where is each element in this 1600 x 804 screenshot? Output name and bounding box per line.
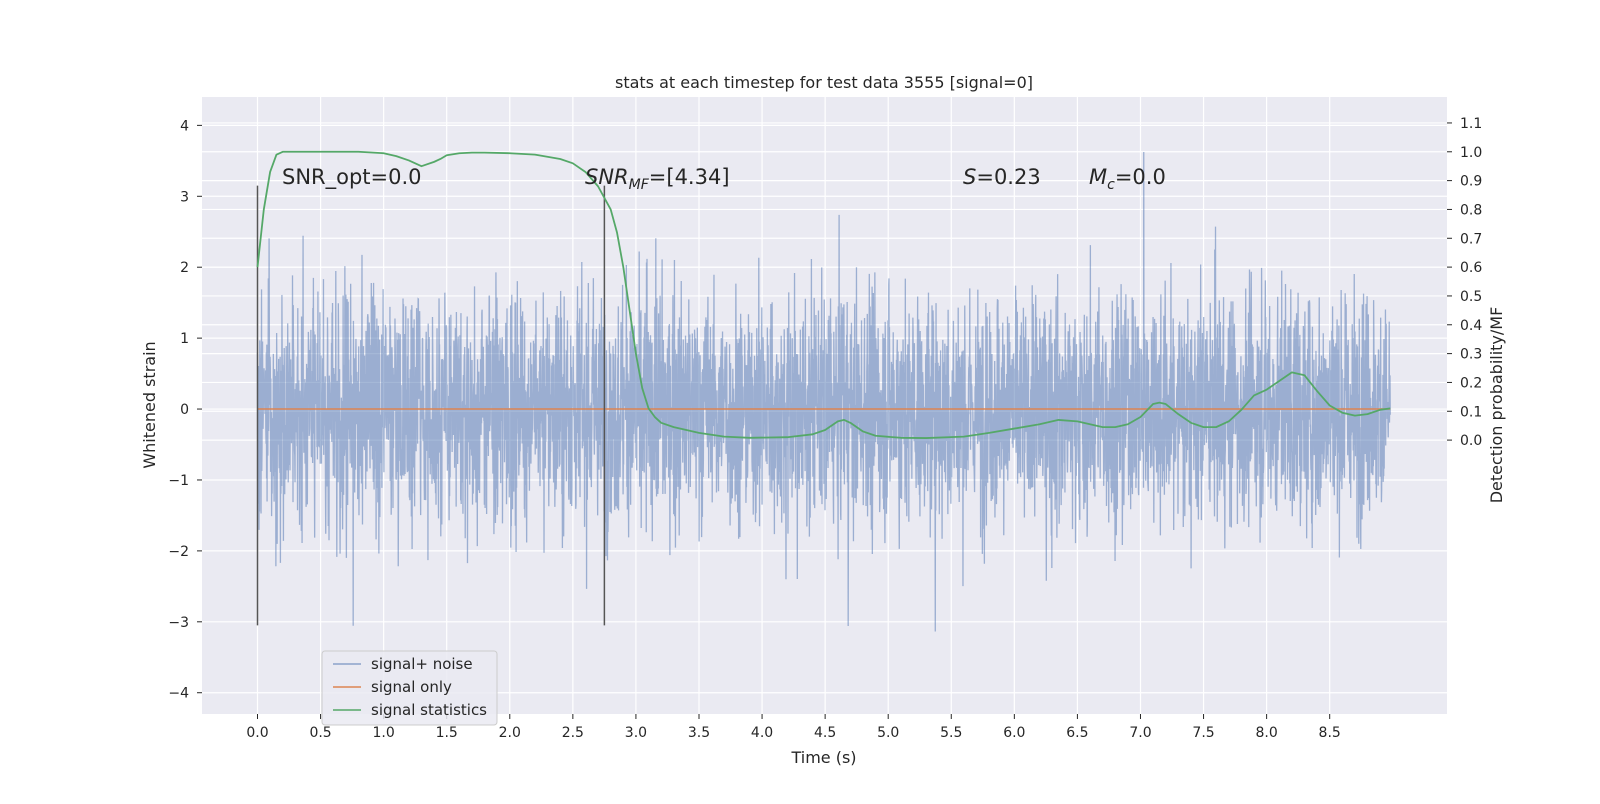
- y-tick-label: −2: [168, 544, 189, 560]
- series-signal-noise: [256, 152, 1391, 632]
- right-axis-ticks: 1.1 1.0 0.9 0.8 0.7 0.6 0.5 0.4 0.3 0.2 0.1 0.0: [1447, 116, 1482, 449]
- x-tick-label: 1.0: [373, 725, 395, 741]
- y-tick-label: 4: [180, 118, 189, 134]
- right-tick-label: 0.8: [1460, 202, 1482, 218]
- y-tick-label: 3: [180, 189, 189, 205]
- legend: signal+ noise signal only signal statist…: [321, 650, 498, 726]
- y-tick-label: 1: [180, 331, 189, 347]
- annotation-snr-opt: SNR_opt=0.0: [282, 165, 422, 190]
- right-tick-label: 0.5: [1460, 289, 1482, 305]
- annotation-s-italic: S: [963, 165, 976, 189]
- annotation-mc: Mc=0.0: [1089, 165, 1166, 193]
- y-axis-label: Whitened strain: [140, 341, 159, 468]
- y-tick-label: −3: [168, 615, 189, 631]
- annotation-snr-mf-value: =[4.34]: [649, 165, 730, 189]
- x-tick-label: 4.0: [751, 725, 773, 741]
- y-axis-ticks: 4 3 2 1 0 −1 −2 −3 −4: [168, 118, 202, 702]
- x-tick-label: 2.5: [562, 725, 584, 741]
- legend-label-signal-noise: signal+ noise: [371, 655, 473, 673]
- x-tick-label: 7.5: [1192, 725, 1214, 741]
- x-tick-label: 5.0: [877, 725, 899, 741]
- legend-box: [321, 650, 498, 726]
- x-tick-label: 2.0: [499, 725, 521, 741]
- right-tick-label: 0.4: [1460, 318, 1482, 334]
- right-tick-label: 1.0: [1460, 145, 1482, 161]
- chart-title: stats at each timestep for test data 355…: [615, 73, 1033, 92]
- right-tick-label: 1.1: [1460, 116, 1482, 132]
- x-tick-label: 4.5: [814, 725, 836, 741]
- legend-label-signal-only: signal only: [371, 678, 452, 696]
- right-tick-label: 0.9: [1460, 174, 1482, 190]
- annotation-s-value: =0.23: [976, 165, 1040, 189]
- annotation-snr-mf: SNRMF=[4.34]: [585, 165, 730, 193]
- legend-label-signal-statistics: signal statistics: [371, 701, 487, 719]
- right-tick-label: 0.3: [1460, 347, 1482, 363]
- annotation-s: S=0.23: [963, 165, 1041, 189]
- x-tick-label: 6.0: [1003, 725, 1025, 741]
- x-tick-label: 8.5: [1319, 725, 1341, 741]
- x-tick-label: 7.0: [1129, 725, 1151, 741]
- right-tick-label: 0.2: [1460, 375, 1482, 391]
- x-axis-ticks: 0.0 0.5 1.0 1.5 2.0 2.5 3.0 3.5 4.0 4.5 5.0 5.5 6.0 6…: [246, 714, 1341, 741]
- x-tick-label: 8.0: [1255, 725, 1277, 741]
- right-tick-label: 0.1: [1460, 404, 1482, 420]
- x-tick-label: 0.5: [309, 725, 331, 741]
- x-tick-label: 1.5: [436, 725, 458, 741]
- series-signal-statistics: [256, 150, 1391, 439]
- x-tick-label: 0.0: [246, 725, 268, 741]
- y-tick-label: −1: [168, 473, 189, 489]
- right-tick-label: 0.6: [1460, 260, 1482, 276]
- strain-line: [256, 152, 1391, 632]
- annotation-mc-base: M: [1089, 165, 1107, 189]
- right-tick-label: 0.0: [1460, 433, 1482, 449]
- x-tick-label: 3.0: [625, 725, 647, 741]
- stats-line: [256, 150, 1391, 439]
- y-tick-label: 2: [180, 260, 189, 276]
- x-tick-label: 3.5: [688, 725, 710, 741]
- x-tick-label: 5.5: [940, 725, 962, 741]
- x-tick-label: 6.5: [1066, 725, 1088, 741]
- x-axis-label: Time (s): [790, 748, 856, 767]
- annotation-mc-value: =0.0: [1115, 165, 1166, 189]
- annotation-mc-sub: c: [1107, 177, 1115, 193]
- y-tick-label: 0: [180, 402, 189, 418]
- right-axis-label: Detection probability/MF: [1487, 307, 1506, 504]
- right-tick-label: 0.7: [1460, 231, 1482, 247]
- y-tick-label: −4: [168, 686, 189, 702]
- annotation-snr-mf-base: SNR: [585, 165, 629, 189]
- annotation-snr-mf-sub: MF: [629, 177, 650, 193]
